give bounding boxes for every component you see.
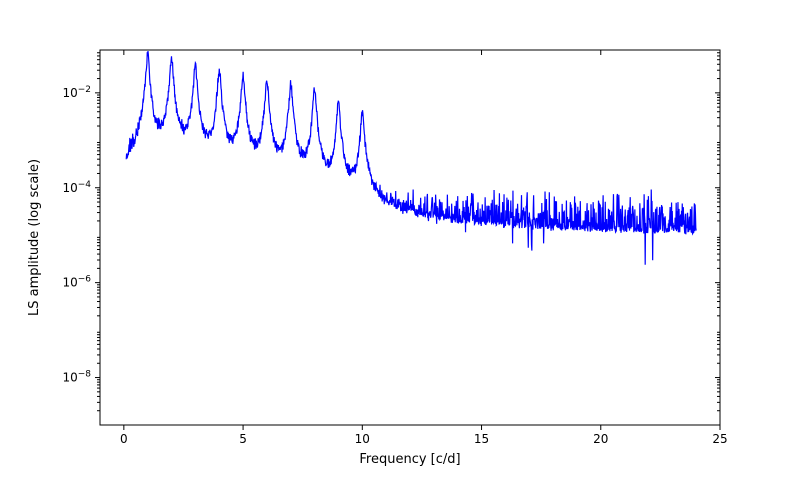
- y-tick-label: 10−2: [62, 85, 91, 100]
- y-tick-label: 10−8: [62, 370, 91, 385]
- periodogram-chart: 0 5 10 15 20 25 10−8 10−6 10−4 10−2 Frequency [c…: [0, 0, 800, 500]
- x-tick-label: 25: [712, 432, 727, 446]
- y-tick-label: 10−4: [62, 180, 91, 195]
- x-tick-label: 15: [474, 432, 489, 446]
- ls-amplitude-series: [126, 51, 696, 265]
- chart-svg: 0 5 10 15 20 25 10−8 10−6 10−4 10−2 Frequency [c…: [0, 0, 800, 500]
- y-ticks: 10−8 10−6 10−4 10−2: [62, 85, 720, 385]
- x-tick-label: 20: [593, 432, 608, 446]
- x-axis-label: Frequency [c/d]: [359, 452, 460, 467]
- plot-clip-group: [126, 51, 696, 265]
- x-tick-label: 0: [120, 432, 128, 446]
- x-ticks: 0 5 10 15 20 25: [120, 50, 728, 446]
- y-axis-label: LS amplitude (log scale): [27, 159, 42, 316]
- y-tick-label: 10−6: [62, 275, 91, 290]
- x-tick-label: 5: [239, 432, 247, 446]
- x-tick-label: 10: [355, 432, 370, 446]
- plot-border: [100, 50, 720, 425]
